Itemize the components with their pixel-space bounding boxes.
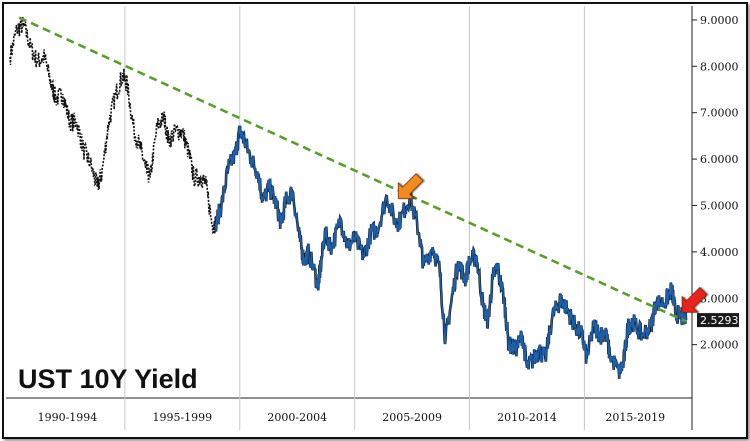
y-tick-label: 9.0000 [700, 14, 739, 27]
series-line-pre-1999 [9, 16, 217, 235]
series-line-post-1999 [214, 125, 687, 379]
red-arrow-icon [681, 286, 708, 313]
x-tick-label: 2000-2004 [267, 411, 327, 424]
x-tick-label: 2005-2009 [382, 411, 442, 424]
chart-title: UST 10Y Yield [18, 364, 198, 394]
x-tick-label: 1995-1999 [152, 411, 212, 424]
series-lines [9, 16, 688, 379]
trendline [18, 16, 687, 323]
last-value-tag: 2.5293 [697, 313, 739, 328]
y-tick-label: 3.0000 [700, 292, 739, 305]
y-tick-label: 8.0000 [700, 60, 739, 73]
x-tick-label: 2015-2019 [605, 411, 665, 424]
last-value-label: 2.5293 [700, 314, 739, 327]
y-tick-label: 4.0000 [700, 246, 739, 259]
y-tick-label: 7.0000 [700, 107, 739, 120]
orange-arrow-icon [397, 173, 424, 199]
x-tick-label: 2010-2014 [497, 411, 557, 424]
y-tick-label: 2.0000 [700, 339, 739, 352]
last-value-background [697, 313, 739, 328]
x-tick-label: 1990-1994 [38, 411, 98, 424]
y-tick-label: 5.0000 [700, 199, 739, 212]
y-tick-label: 6.0000 [700, 153, 739, 166]
y-axis-ticks: 2.0000 3.0000 4.0000 5.0000 6.0000 7.0000 8.00… [692, 14, 739, 352]
annotation-arrows [397, 173, 708, 313]
vertical-gridlines [124, 6, 585, 430]
trendline-group [18, 16, 687, 323]
x-axis-ticks: 1990-1994 1995-1999 2000-2004 2005-2009 2010… [38, 411, 665, 424]
